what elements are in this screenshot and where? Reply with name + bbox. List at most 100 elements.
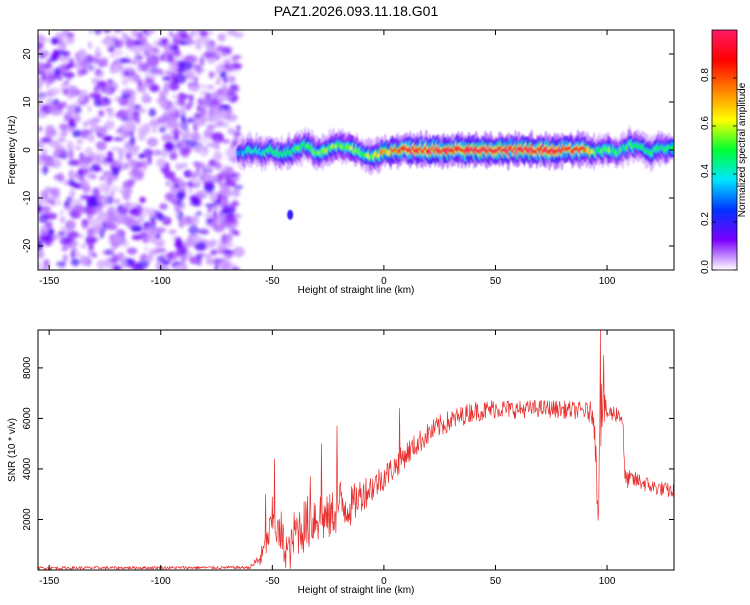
snr-x-tick-label: 100: [599, 576, 616, 587]
spectrogram-noise-cell: [58, 50, 66, 55]
spectrogram-noise-cell: [111, 264, 123, 270]
spectrogram-y-tick-label: 10: [22, 96, 33, 108]
spectrogram-noise-cell: [45, 98, 55, 104]
spectrogram-x-tick-label: -100: [151, 276, 171, 287]
spectrogram-x-tick-label: -50: [265, 276, 280, 287]
spectrogram-noise-cell: [231, 188, 241, 198]
colorbar-tick-label: 0.6: [700, 116, 711, 130]
spectrogram-noise-cell: [136, 64, 146, 72]
spectrogram-noise-cell: [171, 49, 182, 58]
spectrogram-noise-cell: [175, 236, 182, 242]
spectrogram-noise-cell: [221, 51, 230, 56]
spectrogram-noise-cell: [74, 146, 82, 150]
snr-series-line: [38, 330, 674, 570]
spectrogram-noise-cell: [236, 250, 242, 256]
spectrogram-noise-cell: [167, 194, 179, 204]
spectrogram-noise-cell: [62, 254, 68, 263]
spectrogram-noise-cell: [114, 198, 121, 205]
spectrogram-noise-cell: [227, 153, 239, 163]
spectrogram-noise-cell: [43, 258, 49, 267]
spectrogram-noise-cell: [182, 248, 189, 254]
spectrogram-noise-cell: [134, 53, 144, 62]
spectrogram-noise-cell: [66, 63, 76, 68]
spectrogram-noise-cell: [94, 86, 99, 92]
spectrogram-noise-cell: [38, 213, 49, 224]
spectrogram-noise-cell: [179, 180, 186, 189]
spectrogram-noise-cell: [222, 139, 231, 144]
spectrogram-noise-cell: [87, 252, 93, 257]
spectrogram-noise-cell: [168, 114, 178, 121]
spectrogram-noise-cell: [50, 193, 60, 200]
spectrogram-noise-cell: [58, 54, 70, 63]
spectrogram-noise-cell: [87, 41, 92, 49]
spectrogram-noise-cell: [95, 46, 101, 57]
spectrogram-noise-cell: [162, 76, 172, 81]
spectrogram-noise-cell: [160, 148, 169, 158]
spectrogram-noise-cell: [103, 135, 113, 142]
spectrogram-noise-cell: [48, 102, 57, 112]
spectrogram-noise-cell: [59, 216, 66, 224]
spectrogram-noise-cell: [140, 84, 146, 94]
spectrogram-noise-cell: [42, 165, 48, 176]
spectrogram-noise-cell: [230, 201, 240, 207]
spectrogram-noise-cell: [198, 161, 205, 170]
spectrogram-x-tick-label: 0: [381, 276, 387, 287]
spectrogram-noise-cell: [109, 185, 119, 192]
spectrogram-noise-cell: [96, 140, 107, 151]
colorbar-gradient: [712, 30, 737, 270]
spectrogram-noise-cell: [121, 32, 127, 39]
spectrogram-noise-cell: [212, 258, 222, 266]
spectrogram-noise-cell: [109, 246, 116, 253]
spectrogram-noise-cell: [164, 141, 175, 152]
spectrogram-noise-cell: [66, 90, 75, 100]
spectrogram-noise-cell: [67, 179, 76, 187]
spectrogram-noise-cell: [236, 125, 241, 131]
spectrogram-noise-cell: [214, 265, 219, 270]
snr-y-tick-label: 4000: [22, 457, 33, 480]
spectrogram-noise-cell: [104, 157, 115, 163]
spectrogram-noise-cell: [137, 259, 149, 269]
spectrogram-noise-cell: [122, 191, 131, 201]
snr-x-tick-label: -50: [265, 576, 280, 587]
spectrogram-noise-cell: [219, 169, 230, 181]
spectrogram-noise-cell: [91, 92, 100, 100]
spectrogram-noise-cell: [97, 132, 105, 139]
spectrogram-noise-cell: [141, 30, 147, 34]
spectrogram-noise-cell: [227, 95, 233, 102]
spectrogram-noise-cell: [111, 48, 123, 57]
spectrogram-noise-cell: [53, 68, 61, 76]
spectrogram-noise-cell: [88, 30, 94, 35]
spectrogram-noise-cell: [224, 64, 230, 69]
spectrogram-noise-cell: [156, 157, 166, 168]
spectrogram-noise-cell: [146, 56, 157, 68]
spectrogram-x-tick-label: 100: [599, 276, 616, 287]
spectrogram-noise-cell: [145, 225, 156, 237]
spectrogram-noise-cell: [163, 82, 170, 94]
snr-x-tick-label: 0: [381, 576, 387, 587]
spectrogram-noise-cell: [68, 221, 75, 228]
spectrogram-noise-cell: [174, 264, 184, 270]
spectrogram-noise-cell: [166, 53, 174, 64]
spectrogram-noise-cell: [205, 164, 211, 174]
spectrogram-y-tick-label: 20: [22, 48, 33, 60]
spectrogram-noise-cell: [213, 151, 223, 162]
spectrogram-noise-cell: [77, 70, 84, 77]
spectrogram-noise-cell: [49, 66, 56, 75]
spectrogram-noise-cell: [217, 173, 222, 185]
spectrogram-noise-cell: [66, 140, 74, 151]
snr-x-tick-label: -150: [39, 576, 59, 587]
spectrogram-noise-cell: [203, 145, 208, 152]
spectrogram-noise-cell: [223, 184, 231, 191]
spectrogram-noise-cell: [79, 52, 86, 61]
spectrogram-noise-cell: [67, 230, 79, 239]
spectrogram-noise-cell: [90, 163, 101, 172]
spectrogram-noise-cell: [69, 199, 78, 204]
spectrogram-x-tick-label: -150: [39, 276, 59, 287]
spectrogram-noise-cell: [190, 198, 201, 207]
spectrogram-noise-cell: [174, 212, 180, 219]
spectrogram-noise-cell: [73, 204, 85, 213]
spectrogram-noise-cell: [113, 136, 125, 142]
spectrogram-noise-cell: [38, 42, 45, 49]
